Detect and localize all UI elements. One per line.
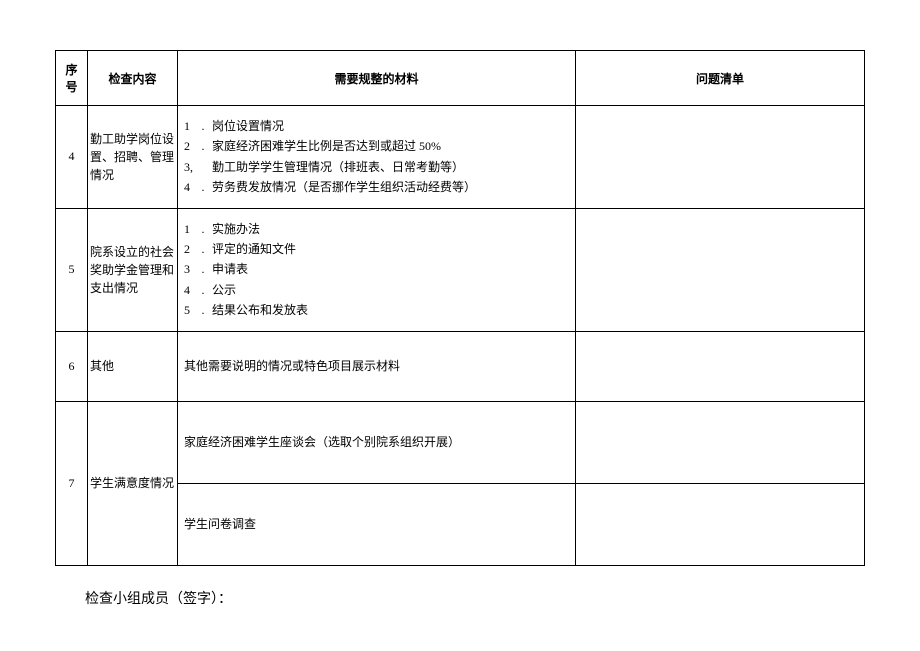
header-content: 检查内容 <box>88 51 178 106</box>
list-item: 2 . 评定的通知文件 <box>184 239 569 259</box>
table-row: 4 勤工助学岗位设置、招聘、管理情况 1 . 岗位设置情况 2 . 家庭经济困难… <box>56 106 865 209</box>
materials-cell: 其他需要说明的情况或特色项目展示材料 <box>178 331 576 401</box>
list-item: 4 . 公示 <box>184 280 569 300</box>
issues-cell <box>576 106 865 209</box>
issues-cell <box>576 483 865 565</box>
list-dot: . <box>194 136 212 156</box>
list-num: 4 <box>184 280 194 300</box>
list-dot: . <box>194 116 212 136</box>
list-text: 评定的通知文件 <box>212 239 569 259</box>
table-row: 7 学生满意度情况 家庭经济困难学生座谈会（选取个别院系组织开展） <box>56 401 865 483</box>
content-cell: 学生满意度情况 <box>88 401 178 565</box>
list-num: 1 <box>184 116 194 136</box>
list-item: 1 . 岗位设置情况 <box>184 116 569 136</box>
materials-cell: 1 . 岗位设置情况 2 . 家庭经济困难学生比例是否达到或超过 50% 3, … <box>178 106 576 209</box>
list-num: 2 <box>184 136 194 156</box>
list-item: 4 . 劳务费发放情况（是否挪作学生组织活动经费等） <box>184 177 569 197</box>
list-text: 勤工助学学生管理情况（排班表、日常考勤等） <box>212 157 569 177</box>
header-seq: 序号 <box>56 51 88 106</box>
materials-cell: 学生问卷调查 <box>178 483 576 565</box>
list-text: 申请表 <box>212 259 569 279</box>
list-dot: . <box>194 280 212 300</box>
list-num: 4 <box>184 177 194 197</box>
list-dot: . <box>194 300 212 320</box>
list-num: 5 <box>184 300 194 320</box>
table-row: 6 其他 其他需要说明的情况或特色项目展示材料 <box>56 331 865 401</box>
content-cell: 其他 <box>88 331 178 401</box>
list-text: 结果公布和发放表 <box>212 300 569 320</box>
header-row: 序号 检查内容 需要规整的材料 问题清单 <box>56 51 865 106</box>
list-item: 2 . 家庭经济困难学生比例是否达到或超过 50% <box>184 136 569 156</box>
list-dot: . <box>194 219 212 239</box>
list-num: 3 <box>184 259 194 279</box>
content-cell: 院系设立的社会奖助学金管理和支出情况 <box>88 208 178 331</box>
list-text: 实施办法 <box>212 219 569 239</box>
table-row: 5 院系设立的社会奖助学金管理和支出情况 1 . 实施办法 2 . 评定的通知文… <box>56 208 865 331</box>
issues-cell <box>576 401 865 483</box>
header-issues: 问题清单 <box>576 51 865 106</box>
list-item: 1 . 实施办法 <box>184 219 569 239</box>
list-dot: . <box>194 259 212 279</box>
list-item: 3, 勤工助学学生管理情况（排班表、日常考勤等） <box>184 157 569 177</box>
content-cell: 勤工助学岗位设置、招聘、管理情况 <box>88 106 178 209</box>
list-num: 1 <box>184 219 194 239</box>
list-text: 劳务费发放情况（是否挪作学生组织活动经费等） <box>212 177 569 197</box>
seq-cell: 5 <box>56 208 88 331</box>
list-num: 3, <box>184 157 194 177</box>
list-dot: . <box>194 177 212 197</box>
list-item: 5 . 结果公布和发放表 <box>184 300 569 320</box>
seq-cell: 4 <box>56 106 88 209</box>
seq-cell: 6 <box>56 331 88 401</box>
issues-cell <box>576 331 865 401</box>
list-item: 3 . 申请表 <box>184 259 569 279</box>
list-num: 2 <box>184 239 194 259</box>
list-text: 公示 <box>212 280 569 300</box>
list-text: 家庭经济困难学生比例是否达到或超过 50% <box>212 136 569 156</box>
list-dot: . <box>194 239 212 259</box>
table-row: 学生问卷调查 <box>56 483 865 565</box>
signature-line: 检查小组成员（签字）： <box>85 588 865 608</box>
list-text: 岗位设置情况 <box>212 116 569 136</box>
materials-cell: 1 . 实施办法 2 . 评定的通知文件 3 . 申请表 4 . 公示 <box>178 208 576 331</box>
seq-cell: 7 <box>56 401 88 565</box>
inspection-table: 序号 检查内容 需要规整的材料 问题清单 4 勤工助学岗位设置、招聘、管理情况 … <box>55 50 865 566</box>
header-materials: 需要规整的材料 <box>178 51 576 106</box>
issues-cell <box>576 208 865 331</box>
materials-cell: 家庭经济困难学生座谈会（选取个别院系组织开展） <box>178 401 576 483</box>
